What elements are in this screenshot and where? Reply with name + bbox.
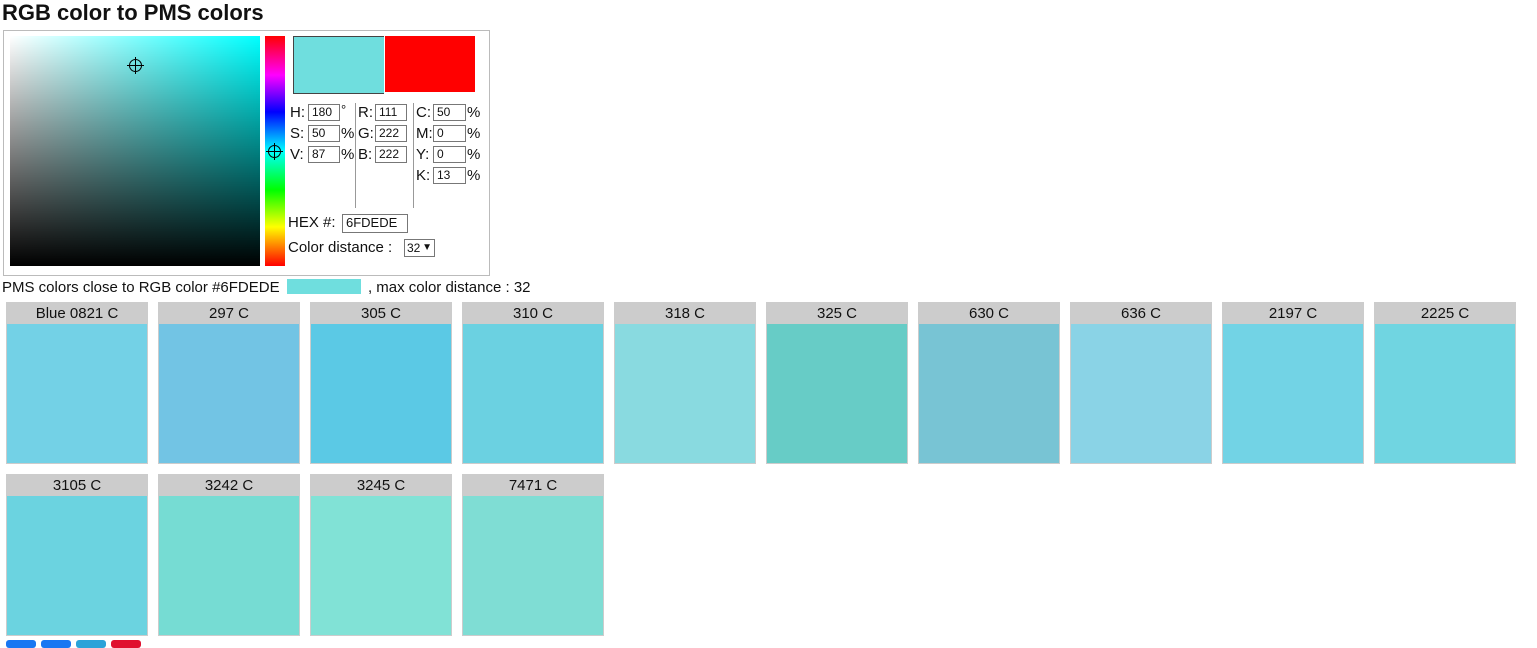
pms-swatch bbox=[1223, 324, 1363, 463]
pms-card[interactable]: 3242 C bbox=[158, 474, 300, 636]
pms-card[interactable]: 318 C bbox=[614, 302, 756, 464]
hex-input[interactable]: 6FDEDE bbox=[342, 214, 408, 233]
share-button[interactable] bbox=[111, 640, 141, 648]
k-label: K: bbox=[416, 167, 431, 184]
yellow-input[interactable]: 0 bbox=[433, 146, 466, 163]
value-input[interactable]: 87 bbox=[308, 146, 340, 163]
s-unit: % bbox=[341, 125, 355, 142]
pms-name: 2225 C bbox=[1375, 303, 1515, 324]
color-picker: H: 180 ° S: 50 % V: 87 % R: 111 G: 222 B… bbox=[3, 30, 490, 276]
pms-swatch bbox=[767, 324, 907, 463]
s-label: S: bbox=[290, 125, 305, 142]
pms-card[interactable]: 2197 C bbox=[1222, 302, 1364, 464]
sv-crosshair-icon[interactable] bbox=[127, 57, 144, 74]
pms-card[interactable]: 630 C bbox=[918, 302, 1060, 464]
y-unit: % bbox=[467, 146, 481, 163]
hex-label: HEX #: bbox=[288, 214, 336, 231]
share-button[interactable] bbox=[41, 640, 71, 648]
pms-swatch bbox=[1071, 324, 1211, 463]
distance-value: 32 bbox=[407, 241, 421, 255]
pms-name: 3105 C bbox=[7, 475, 147, 496]
g-label: G: bbox=[358, 125, 374, 142]
v-unit: % bbox=[341, 146, 355, 163]
pms-swatch bbox=[7, 324, 147, 463]
cyan-input[interactable]: 50 bbox=[433, 104, 466, 121]
hue-slider[interactable] bbox=[265, 36, 285, 266]
blue-input[interactable]: 222 bbox=[375, 146, 407, 163]
pms-name: 7471 C bbox=[463, 475, 603, 496]
pms-card[interactable]: 7471 C bbox=[462, 474, 604, 636]
pms-name: 318 C bbox=[615, 303, 755, 324]
pms-swatch bbox=[7, 496, 147, 635]
page-title: RGB color to PMS colors bbox=[2, 0, 264, 25]
pms-name: 3245 C bbox=[311, 475, 451, 496]
k-unit: % bbox=[467, 167, 481, 184]
pms-swatch bbox=[463, 496, 603, 635]
summary-prefix: PMS colors close to RGB color #6FDEDE bbox=[2, 279, 280, 296]
magenta-input[interactable]: 0 bbox=[433, 125, 466, 142]
pms-name: Blue 0821 C bbox=[7, 303, 147, 324]
previous-color-swatch[interactable] bbox=[385, 36, 475, 92]
pms-name: 305 C bbox=[311, 303, 451, 324]
pms-card[interactable]: 2225 C bbox=[1374, 302, 1516, 464]
current-color-swatch bbox=[293, 36, 384, 94]
distance-label: Color distance : bbox=[288, 239, 393, 256]
m-label: M: bbox=[416, 125, 433, 142]
pms-swatch bbox=[159, 496, 299, 635]
pms-swatch bbox=[1375, 324, 1515, 463]
v-label: V: bbox=[290, 146, 304, 163]
h-label: H: bbox=[290, 104, 305, 121]
c-label: C: bbox=[416, 104, 431, 121]
pms-card[interactable]: 636 C bbox=[1070, 302, 1212, 464]
pms-name: 630 C bbox=[919, 303, 1059, 324]
summary-color-chip bbox=[286, 279, 361, 294]
y-label: Y: bbox=[416, 146, 430, 163]
pms-name: 297 C bbox=[159, 303, 299, 324]
pms-card[interactable]: 3245 C bbox=[310, 474, 452, 636]
pms-swatch bbox=[919, 324, 1059, 463]
divider bbox=[355, 103, 356, 208]
b-label: B: bbox=[358, 146, 373, 163]
h-unit: ° bbox=[341, 102, 347, 117]
saturation-value-field[interactable] bbox=[10, 36, 260, 266]
black-input[interactable]: 13 bbox=[433, 167, 466, 184]
pms-name: 3242 C bbox=[159, 475, 299, 496]
pms-name: 636 C bbox=[1071, 303, 1211, 324]
pms-name: 2197 C bbox=[1223, 303, 1363, 324]
pms-swatch bbox=[463, 324, 603, 463]
pms-name: 325 C bbox=[767, 303, 907, 324]
distance-select[interactable]: 32 ▼ bbox=[404, 239, 435, 257]
pms-card[interactable]: 325 C bbox=[766, 302, 908, 464]
hue-crosshair-icon[interactable] bbox=[266, 143, 283, 160]
r-label: R: bbox=[358, 104, 373, 121]
pms-swatch bbox=[159, 324, 299, 463]
pms-card[interactable]: 297 C bbox=[158, 302, 300, 464]
pms-swatch bbox=[615, 324, 755, 463]
chevron-down-icon: ▼ bbox=[422, 242, 432, 253]
summary-suffix: , max color distance : 32 bbox=[367, 279, 531, 296]
pms-card[interactable]: 310 C bbox=[462, 302, 604, 464]
red-input[interactable]: 111 bbox=[375, 104, 407, 121]
share-button[interactable] bbox=[6, 640, 36, 648]
pms-swatch bbox=[311, 324, 451, 463]
saturation-input[interactable]: 50 bbox=[308, 125, 340, 142]
results-summary: PMS colors close to RGB color #6FDEDE , … bbox=[2, 279, 531, 297]
pms-swatch bbox=[311, 496, 451, 635]
green-input[interactable]: 222 bbox=[375, 125, 407, 142]
pms-card[interactable]: Blue 0821 C bbox=[6, 302, 148, 464]
pms-card[interactable]: 3105 C bbox=[6, 474, 148, 636]
m-unit: % bbox=[467, 125, 481, 142]
hue-input[interactable]: 180 bbox=[308, 104, 340, 121]
pms-name: 310 C bbox=[463, 303, 603, 324]
divider bbox=[413, 103, 414, 208]
pms-card[interactable]: 305 C bbox=[310, 302, 452, 464]
c-unit: % bbox=[467, 104, 481, 121]
share-button[interactable] bbox=[76, 640, 106, 648]
